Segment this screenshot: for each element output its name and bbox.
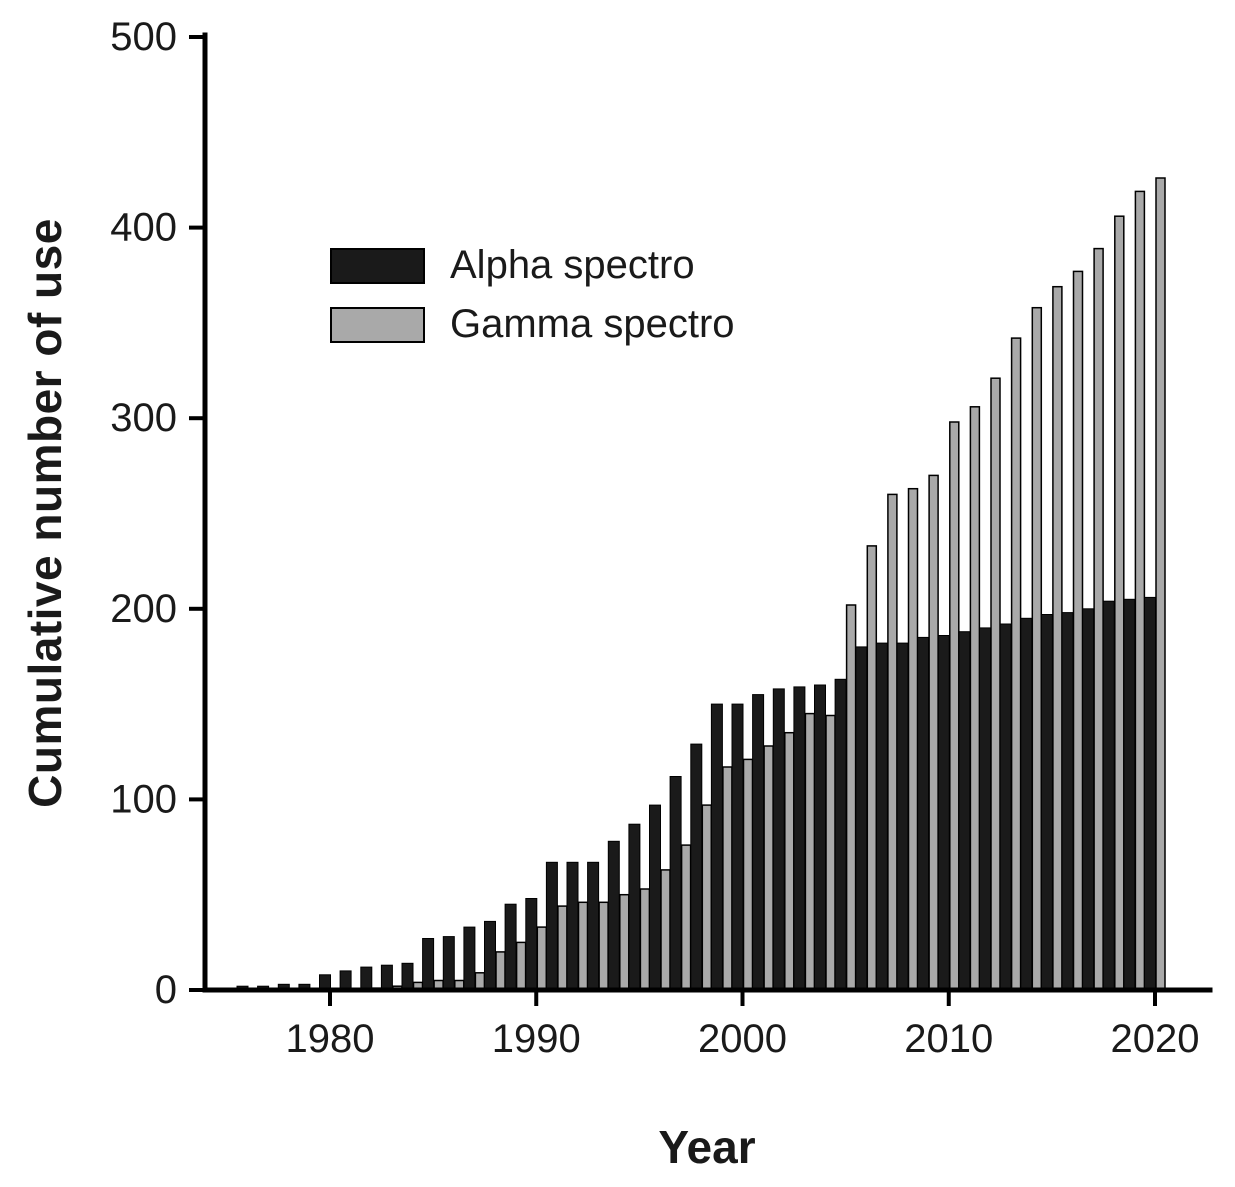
bar-gamma-spectro bbox=[1072, 270, 1084, 991]
bar-gamma-spectro bbox=[804, 712, 816, 991]
bar-alpha-spectro bbox=[999, 623, 1012, 991]
x-tick-label: 2020 bbox=[1111, 1017, 1200, 1061]
bar-alpha-spectro bbox=[380, 964, 393, 991]
legend-item-alpha-spectro: Alpha spectro bbox=[330, 243, 735, 288]
bar-alpha-spectro bbox=[896, 642, 909, 991]
y-tick-label: 200 bbox=[110, 587, 177, 631]
y-tick-label: 0 bbox=[155, 968, 177, 1012]
bar-alpha-spectro bbox=[1020, 617, 1033, 991]
bar-gamma-spectro bbox=[680, 844, 692, 991]
bar-gamma-spectro bbox=[1031, 306, 1043, 991]
bar-alpha-spectro bbox=[855, 646, 868, 991]
y-tick-label: 500 bbox=[110, 15, 177, 59]
alpha-spectro-swatch bbox=[330, 247, 425, 284]
bar-alpha-spectro bbox=[525, 898, 538, 991]
bar-alpha-spectro bbox=[690, 743, 703, 991]
bar-gamma-spectro bbox=[907, 487, 919, 991]
bar-alpha-spectro bbox=[958, 631, 971, 991]
bar-gamma-spectro bbox=[990, 377, 1001, 991]
bar-alpha-spectro bbox=[587, 861, 600, 991]
bar-gamma-spectro bbox=[928, 474, 939, 991]
bar-alpha-spectro bbox=[566, 861, 579, 991]
bar-gamma-spectro bbox=[1093, 247, 1104, 991]
bar-alpha-spectro bbox=[1061, 612, 1074, 991]
bar-gamma-spectro bbox=[701, 804, 713, 991]
y-axis-title: Cumulative number of use bbox=[19, 218, 71, 808]
bar-gamma-spectro bbox=[1114, 215, 1125, 991]
bar-alpha-spectro bbox=[484, 920, 496, 991]
bar-gamma-spectro bbox=[1010, 337, 1022, 991]
bar-alpha-spectro bbox=[422, 938, 435, 991]
legend-item-gamma-spectro: Gamma spectro bbox=[330, 302, 735, 347]
bar-alpha-spectro bbox=[937, 635, 950, 991]
bar-gamma-spectro bbox=[1052, 285, 1063, 991]
bar-gamma-spectro bbox=[1134, 190, 1146, 991]
legend-label-gamma: Gamma spectro bbox=[450, 302, 735, 346]
bar-gamma-spectro bbox=[887, 493, 898, 991]
bar-alpha-spectro bbox=[339, 970, 352, 991]
bar-gamma-spectro bbox=[619, 893, 630, 991]
bar-gamma-spectro bbox=[577, 901, 589, 991]
bar-gamma-spectro bbox=[866, 545, 878, 991]
bar-gamma-spectro bbox=[639, 888, 651, 991]
bar-gamma-spectro bbox=[784, 731, 795, 991]
bar-alpha-spectro bbox=[793, 686, 806, 991]
bar-alpha-spectro bbox=[710, 703, 723, 991]
bar-alpha-spectro bbox=[442, 936, 455, 991]
bar-alpha-spectro bbox=[401, 962, 414, 991]
bar-alpha-spectro bbox=[649, 804, 661, 991]
bar-alpha-spectro bbox=[628, 823, 641, 991]
bar-gamma-spectro bbox=[515, 941, 527, 991]
bar-gamma-spectro bbox=[763, 745, 774, 991]
bar-alpha-spectro bbox=[1123, 598, 1136, 991]
bar-alpha-spectro bbox=[917, 636, 930, 991]
bar-gamma-spectro bbox=[1155, 177, 1166, 991]
x-tick-label: 2000 bbox=[698, 1017, 787, 1061]
bar-alpha-spectro bbox=[1082, 608, 1095, 991]
y-tick-label: 300 bbox=[110, 396, 177, 440]
bar-gamma-spectro bbox=[825, 714, 836, 991]
bar-gamma-spectro bbox=[949, 421, 960, 991]
x-axis-title: Year bbox=[658, 1121, 756, 1173]
bar-alpha-spectro bbox=[607, 840, 620, 991]
bar-gamma-spectro bbox=[495, 951, 506, 991]
bar-alpha-spectro bbox=[731, 703, 744, 991]
legend-label-alpha: Alpha spectro bbox=[450, 243, 695, 287]
bar-gamma-spectro bbox=[536, 926, 548, 991]
bar-gamma-spectro bbox=[598, 901, 609, 991]
bar-gamma-spectro bbox=[557, 905, 568, 991]
x-tick-label: 2010 bbox=[904, 1017, 993, 1061]
chart-legend: Alpha spectro Gamma spectro bbox=[330, 243, 735, 347]
bar-alpha-spectro bbox=[1102, 600, 1115, 991]
bar-gamma-spectro bbox=[969, 406, 981, 991]
bar-alpha-spectro bbox=[463, 926, 476, 991]
y-tick-label: 400 bbox=[110, 206, 177, 250]
bar-gamma-spectro bbox=[474, 972, 486, 991]
bar-alpha-spectro bbox=[875, 642, 888, 991]
y-tick-label: 100 bbox=[110, 777, 177, 821]
bar-alpha-spectro bbox=[545, 861, 558, 991]
x-tick-label: 1980 bbox=[286, 1017, 375, 1061]
x-tick-label: 1990 bbox=[492, 1017, 581, 1061]
bar-gamma-spectro bbox=[660, 869, 671, 991]
bar-alpha-spectro bbox=[669, 776, 682, 991]
bar-gamma-spectro bbox=[722, 766, 733, 991]
bar-alpha-spectro bbox=[772, 688, 785, 991]
bar-alpha-spectro bbox=[504, 903, 517, 991]
bar-gamma-spectro bbox=[845, 604, 857, 991]
bar-alpha-spectro bbox=[1144, 596, 1156, 991]
bar-alpha-spectro bbox=[752, 694, 765, 991]
gamma-spectro-swatch bbox=[330, 306, 425, 343]
bar-alpha-spectro bbox=[979, 627, 991, 991]
bar-alpha-spectro bbox=[814, 684, 826, 991]
bar-alpha-spectro bbox=[360, 966, 373, 991]
bar-gamma-spectro bbox=[742, 758, 754, 991]
bar-alpha-spectro bbox=[834, 678, 847, 991]
bar-alpha-spectro bbox=[1040, 614, 1053, 991]
